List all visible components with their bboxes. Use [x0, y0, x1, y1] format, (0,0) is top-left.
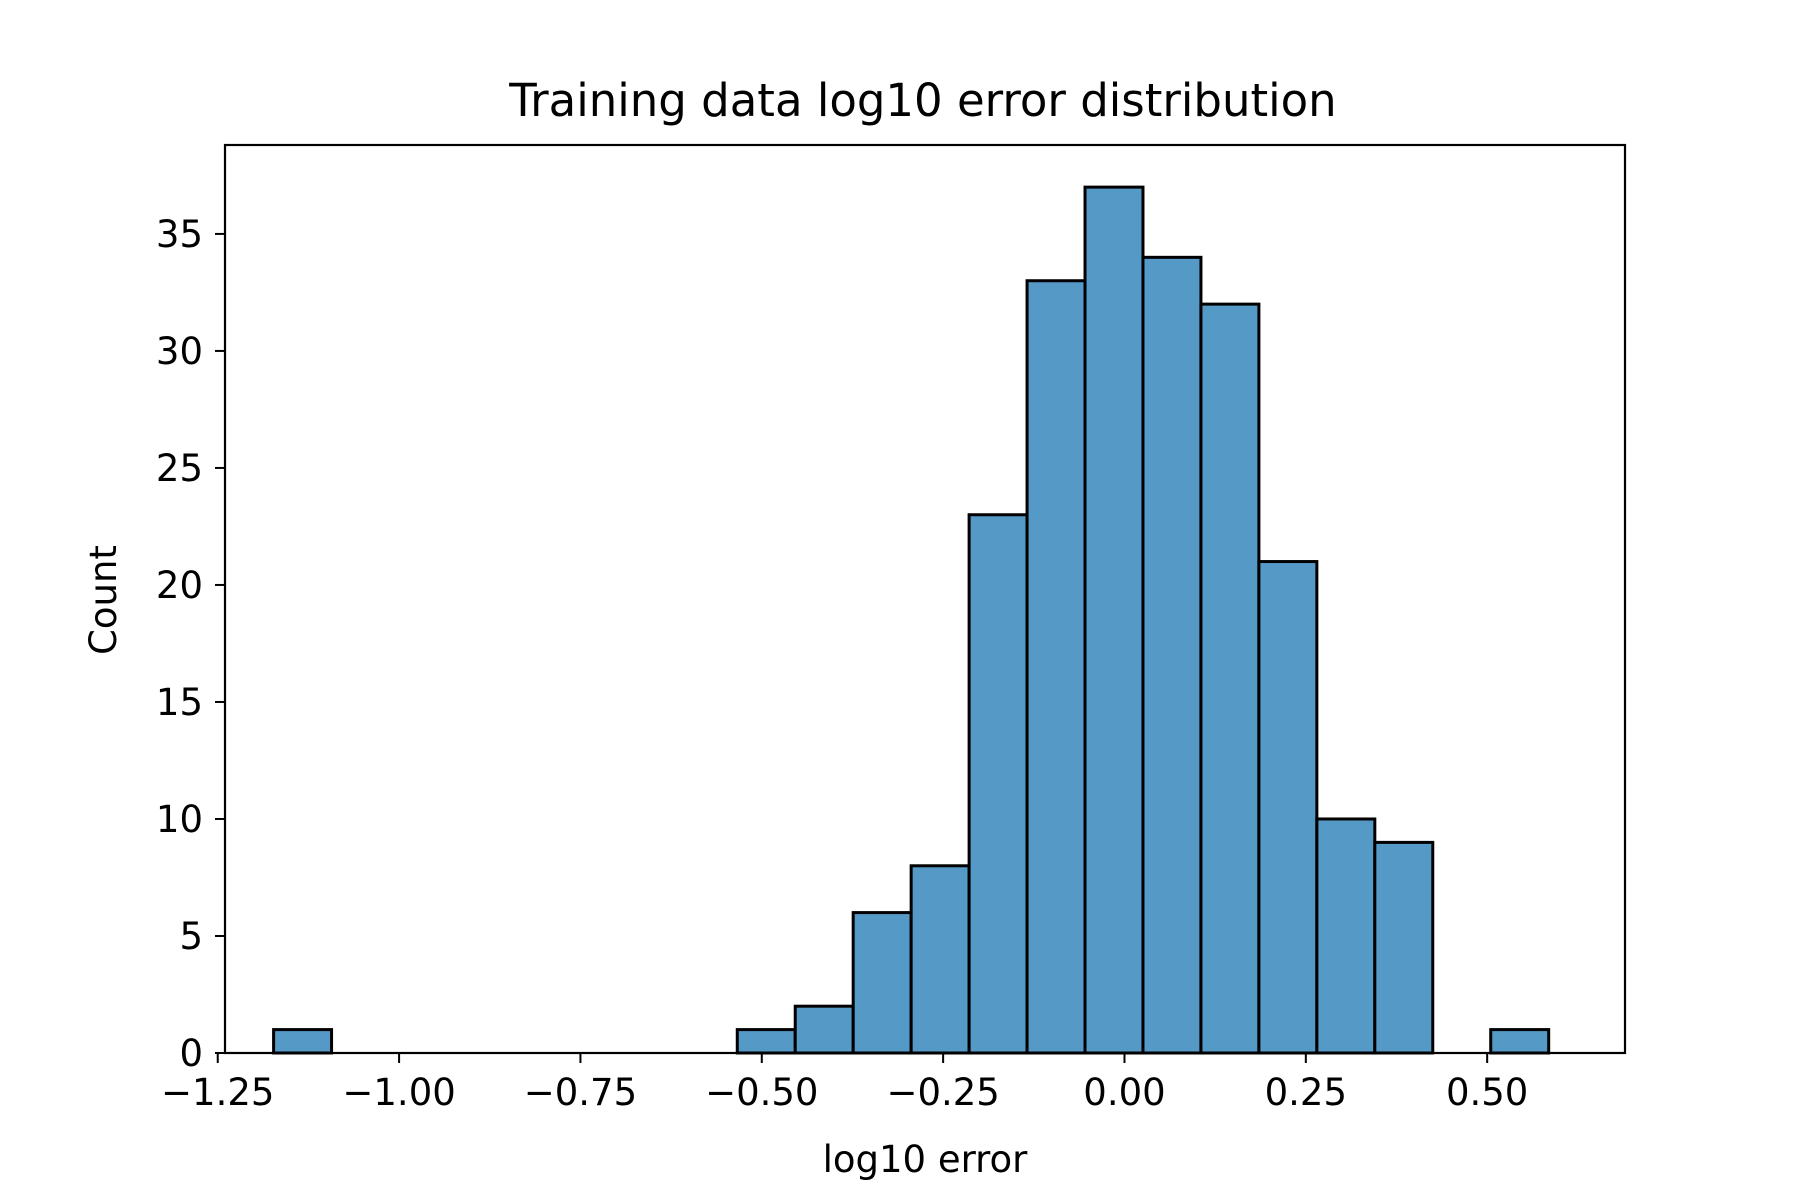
y-tick-label: 5: [179, 915, 203, 958]
histogram-bar: [1083, 185, 1145, 1055]
x-tick-label: −0.75: [524, 1071, 637, 1114]
histogram-bar: [272, 1028, 334, 1055]
x-tick-label: −0.50: [705, 1071, 818, 1114]
x-tick-label: 0.25: [1265, 1071, 1347, 1114]
x-tick-label: 0.50: [1446, 1071, 1528, 1114]
y-tick-label: 15: [156, 681, 203, 724]
histogram-bar: [1373, 840, 1435, 1055]
x-tick-label: −1.00: [342, 1071, 455, 1114]
histogram-bar: [735, 1028, 797, 1055]
histogram-bar: [1199, 302, 1261, 1055]
x-tick-label: −1.25: [161, 1071, 274, 1114]
histogram-bar: [851, 911, 913, 1055]
histogram-bar: [1141, 255, 1203, 1055]
histogram-bar: [1025, 279, 1087, 1055]
histogram-bar: [909, 864, 971, 1055]
bars: [272, 185, 1551, 1055]
x-tick-label: 0.00: [1083, 1071, 1165, 1114]
y-tick-label: 25: [156, 447, 203, 490]
histogram-bar: [1257, 560, 1319, 1055]
histogram-bar: [967, 513, 1029, 1055]
chart-title: Training data log10 error distribution: [508, 74, 1336, 127]
histogram-bar: [793, 1004, 855, 1055]
y-tick-label: 20: [156, 564, 203, 607]
plot-frame: [223, 143, 1627, 1055]
histogram-bar: [1489, 1028, 1551, 1055]
y-axis-label: Count: [82, 545, 125, 655]
x-axis-ticks: −1.25 −1.00 −0.75 −0.50 −0.25 0.00 0.25 0.50: [161, 1053, 1528, 1114]
y-axis-ticks: 0 5 10 15 20 25 30 35: [156, 213, 225, 1075]
x-axis-label: log10 error: [823, 1138, 1029, 1181]
histogram-bar: [1315, 817, 1377, 1055]
y-tick-label: 30: [156, 330, 203, 373]
y-tick-label: 35: [156, 213, 203, 256]
y-tick-label: 10: [156, 798, 203, 841]
x-tick-label: −0.25: [886, 1071, 999, 1114]
y-tick-label: 0: [179, 1032, 203, 1075]
